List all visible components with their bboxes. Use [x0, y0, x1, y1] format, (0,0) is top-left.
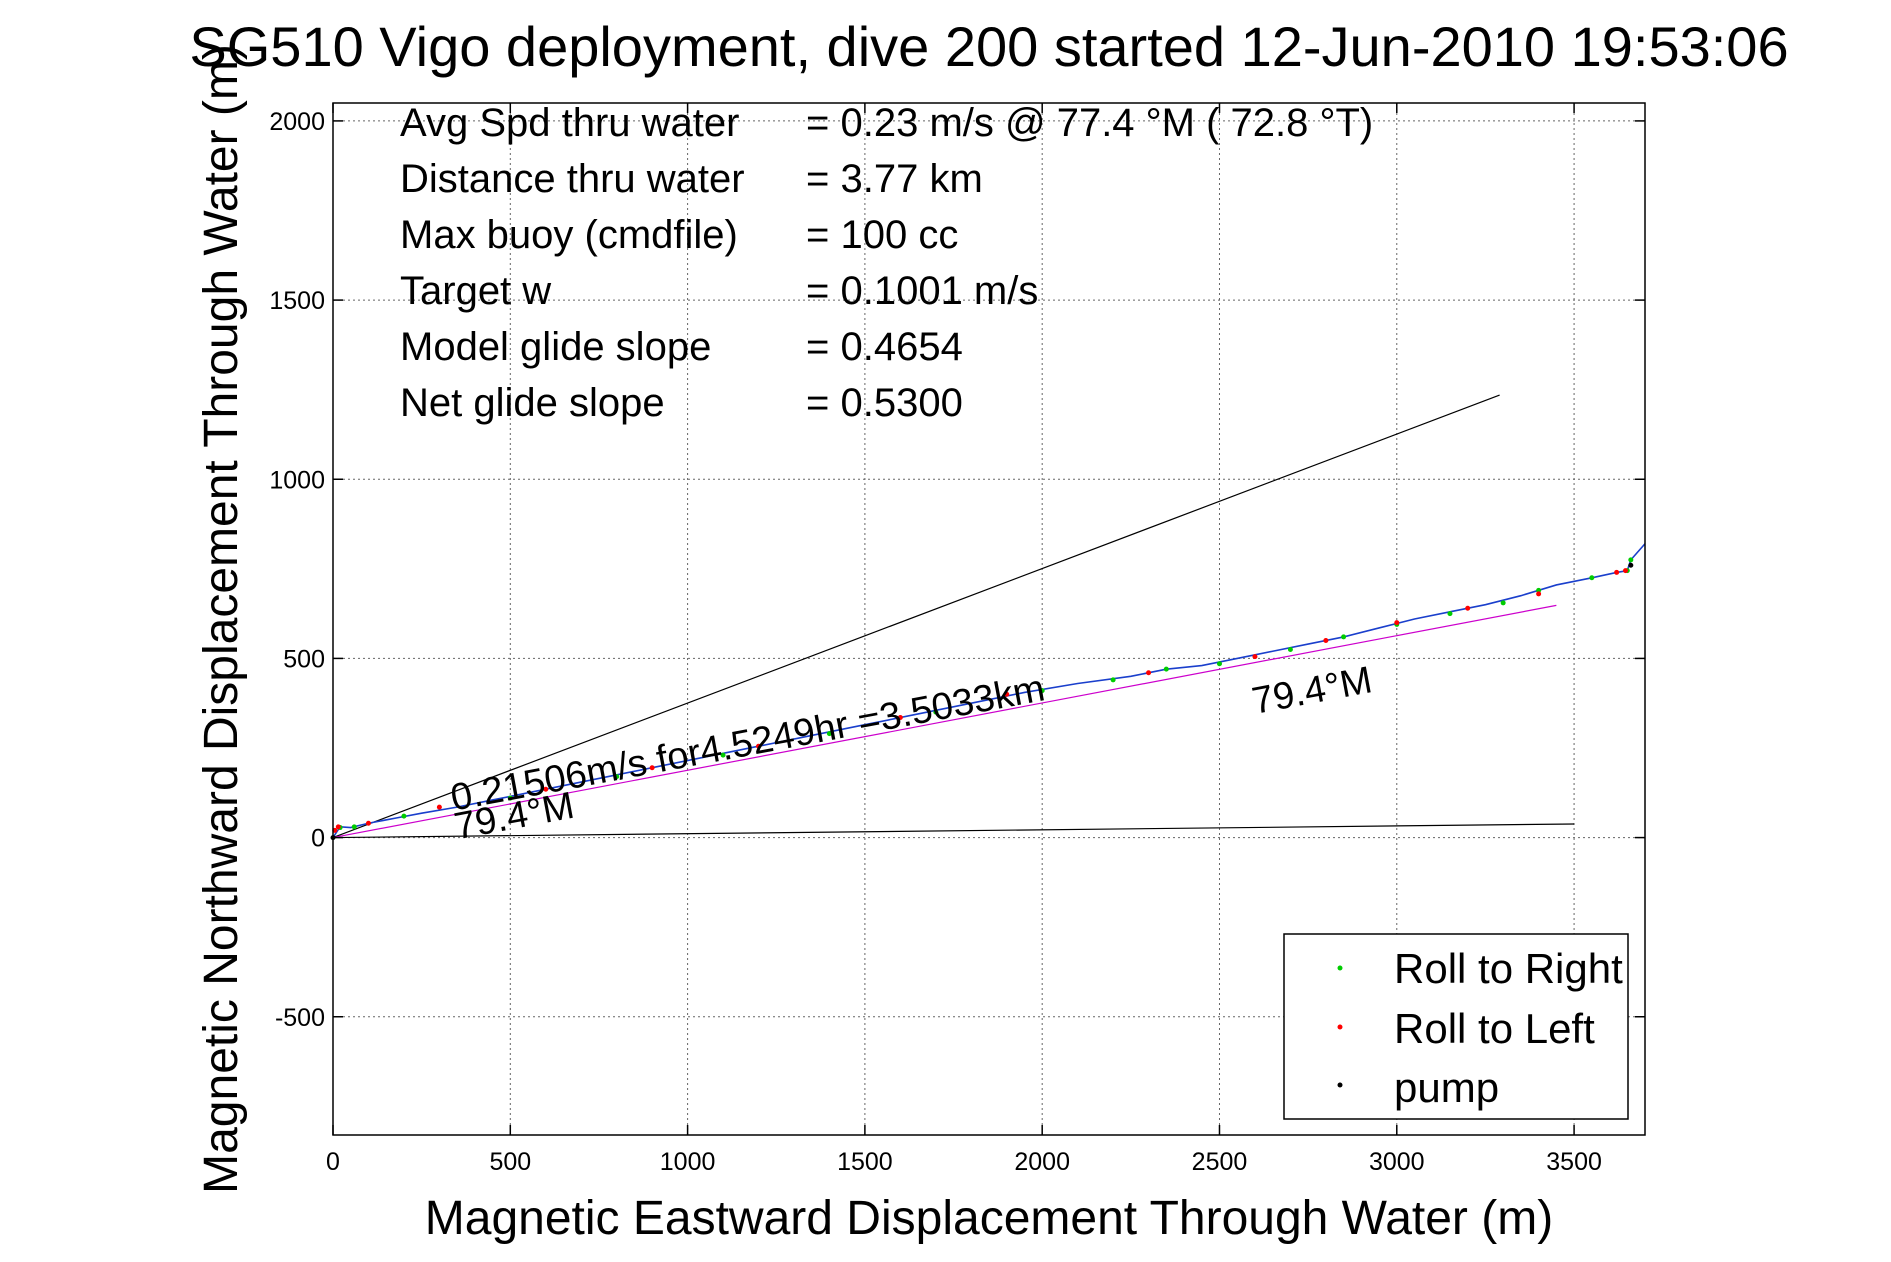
- info-panel: Avg Spd thru water = 0.23 m/s @ 77.4 °M (…: [400, 101, 1373, 425]
- legend-label-pump: pump: [1394, 1064, 1499, 1111]
- point-roll-to-right: [720, 752, 726, 758]
- point-roll-to-left: [756, 743, 762, 749]
- point-roll-to-left: [436, 804, 442, 810]
- point-roll-to-left: [649, 765, 655, 771]
- legend-marker-roll-left: [1337, 1024, 1343, 1030]
- track-line: [332, 543, 1646, 839]
- x-tick-label: 0: [326, 1148, 340, 1176]
- data-series: [330, 543, 1646, 841]
- x-axis-label: Magnetic Eastward Displacement Through W…: [425, 1192, 1553, 1245]
- info-label: Net glide slope: [400, 381, 665, 425]
- point-roll-to-left: [1394, 620, 1400, 626]
- axis-ticks: 0 500 1000 1500 2000 2500 3000 3500 -500 0 500 1000…: [269, 103, 1645, 1176]
- point-roll-to-right: [401, 813, 407, 819]
- point-roll-to-right: [1589, 575, 1595, 581]
- point-roll-to-left: [335, 824, 341, 830]
- y-tick-label: 1000: [269, 466, 325, 494]
- grid: [332, 103, 1645, 1135]
- point-roll-to-left: [365, 820, 371, 826]
- info-value: = 0.23 m/s @ 77.4 °M ( 72.8 °T): [806, 101, 1373, 145]
- y-axis-label: Magnetic Northward Displacement Through …: [195, 44, 248, 1194]
- chart-title: SG510 Vigo deployment, dive 200 started …: [189, 15, 1788, 78]
- info-value: = 3.77 km: [806, 157, 983, 201]
- guide-line-upper-bound: [332, 394, 1500, 839]
- info-label: Target w: [400, 269, 551, 313]
- info-label: Model glide slope: [400, 325, 711, 369]
- y-tick-label: 1500: [269, 287, 325, 315]
- y-tick-label: -500: [275, 1004, 325, 1032]
- point-roll-to-left: [1465, 605, 1471, 611]
- point-roll-to-left: [1146, 670, 1152, 676]
- plot-frame: [332, 102, 1646, 1136]
- point-roll-to-right: [1447, 611, 1453, 617]
- info-value: = 0.5300: [806, 381, 963, 425]
- legend-label-roll-right: Roll to Right: [1394, 945, 1623, 992]
- point-roll-to-right: [1500, 600, 1506, 606]
- info-value: = 0.4654: [806, 325, 963, 369]
- point-roll-to-left: [897, 715, 903, 721]
- guide-lines: [332, 394, 1575, 839]
- legend-marker-roll-right: [1337, 965, 1343, 971]
- info-value: = 100 cc: [806, 213, 958, 257]
- info-value: = 0.1001 m/s: [806, 269, 1038, 313]
- legend: Roll to Right Roll to Left pump: [1283, 933, 1629, 1120]
- point-pump: [1628, 562, 1634, 568]
- legend-marker-pump: [1337, 1082, 1343, 1088]
- legend-label-roll-left: Roll to Left: [1394, 1005, 1595, 1052]
- info-label: Max buoy (cmdfile): [400, 213, 738, 257]
- point-roll-to-right: [351, 824, 357, 830]
- point-roll-to-right: [507, 795, 513, 801]
- x-tick-label: 3000: [1369, 1148, 1425, 1176]
- guide-line-lower-bound: [332, 823, 1575, 839]
- point-roll-to-right: [614, 774, 620, 780]
- point-roll-to-right: [1110, 677, 1116, 683]
- point-roll-to-right: [1163, 666, 1169, 672]
- x-tick-label: 2000: [1014, 1148, 1070, 1176]
- point-roll-to-left: [1622, 568, 1628, 574]
- point-roll-to-left: [1252, 654, 1258, 660]
- x-tick-label: 1000: [660, 1148, 716, 1176]
- y-tick-label: 500: [283, 645, 325, 673]
- point-roll-to-right: [1216, 661, 1222, 667]
- x-tick-label: 1500: [837, 1148, 893, 1176]
- point-roll-to-right: [1341, 634, 1347, 640]
- x-tick-label: 500: [489, 1148, 531, 1176]
- y-tick-label: 2000: [269, 108, 325, 136]
- point-roll-to-left: [1536, 591, 1542, 597]
- info-label: Avg Spd thru water: [400, 101, 739, 145]
- point-roll-to-right: [1628, 557, 1634, 563]
- point-roll-to-right: [933, 709, 939, 715]
- point-roll-to-right: [1536, 587, 1542, 593]
- y-tick-label: 0: [311, 825, 325, 853]
- info-label: Distance thru water: [400, 157, 745, 201]
- point-roll-to-right: [1287, 646, 1293, 652]
- point-roll-to-left: [1614, 569, 1620, 575]
- point-roll-to-left: [1004, 691, 1010, 697]
- x-tick-label: 2500: [1192, 1148, 1248, 1176]
- point-roll-to-left: [1323, 638, 1329, 643]
- point-roll-to-right: [826, 731, 832, 737]
- point-roll-to-right: [1039, 688, 1045, 694]
- guide-line-heading-line: [332, 604, 1557, 839]
- x-tick-label: 3500: [1546, 1148, 1602, 1176]
- point-roll-to-left: [543, 786, 549, 792]
